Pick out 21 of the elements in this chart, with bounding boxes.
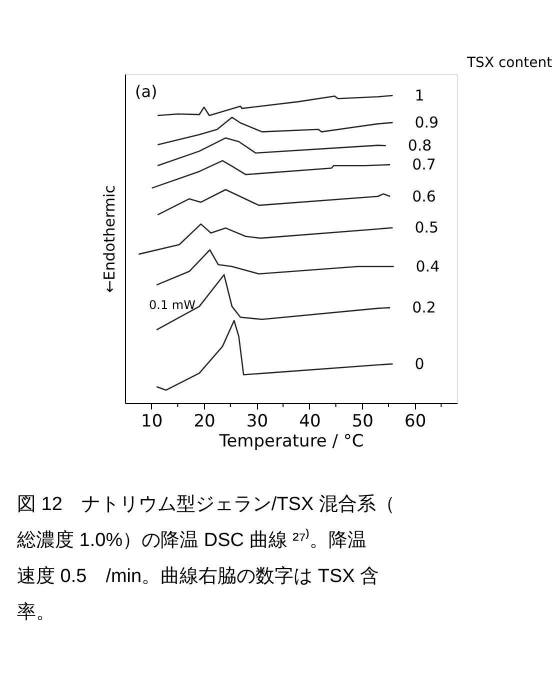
x-tick-label: 40 — [299, 412, 321, 432]
series-label: 0 — [414, 354, 424, 373]
series-label: 0.5 — [414, 218, 439, 237]
series-label: 0.8 — [408, 136, 432, 155]
series-label: 0.4 — [416, 257, 440, 276]
series-label: 1 — [414, 86, 424, 105]
y-axis-title: ←Endothermic — [100, 185, 118, 293]
x-tick-label: 20 — [194, 412, 216, 432]
x-tick-label: 30 — [246, 412, 268, 432]
x-tick-label: 50 — [352, 412, 374, 432]
series-label: 0.9 — [414, 114, 439, 132]
x-tick-label: 10 — [141, 412, 163, 432]
caption: 図 12 ナトリウム型ジェラン/TSX 混合系（総濃度 1.0%）の降温 DSC 曲線 ²⁷⁾。降温速度 0.5 /min。曲線右脇の数字は TSX 含率。 — [16, 494, 395, 623]
annotation: 0.1 mW — [149, 298, 196, 312]
x-tick-label: 60 — [404, 412, 426, 432]
legend-title: TSX content — [466, 55, 553, 71]
series-label: 0.6 — [412, 187, 436, 206]
annotation: (a) — [135, 82, 158, 101]
series-label: 0.7 — [412, 156, 436, 174]
series-label: 0.2 — [412, 298, 436, 317]
x-axis-title: Temperature / °C — [218, 432, 364, 452]
